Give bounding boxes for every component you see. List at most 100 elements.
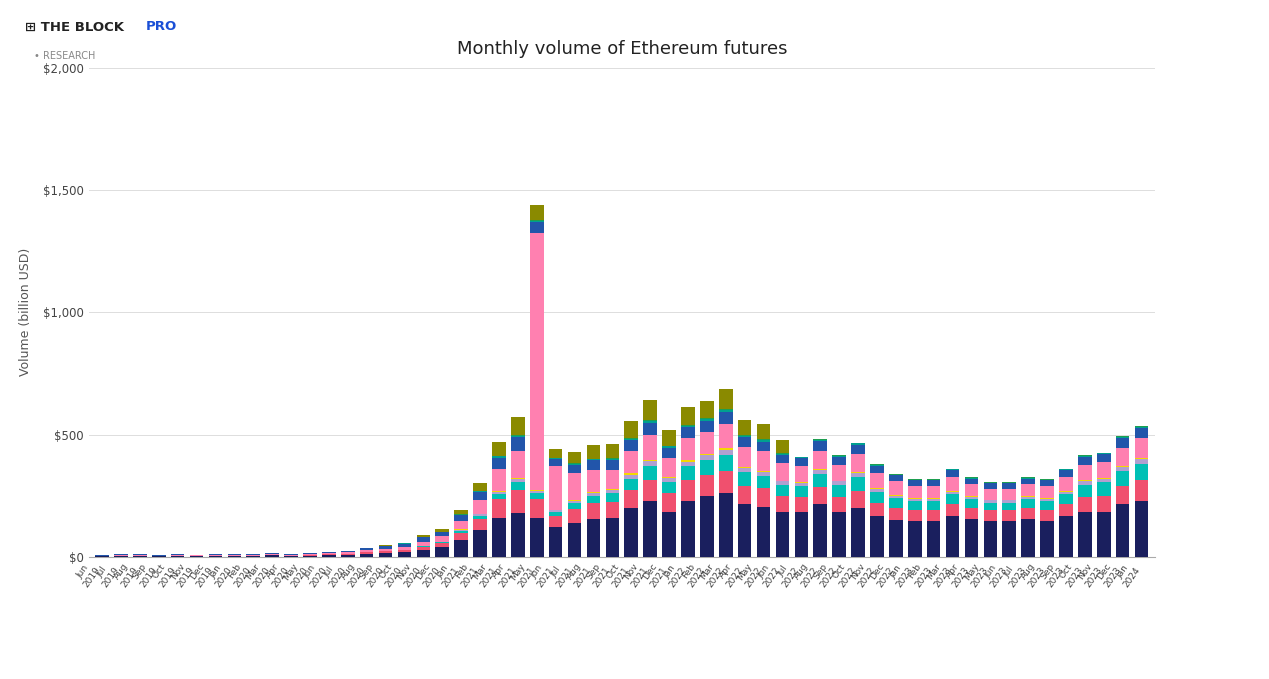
Bar [1115,467,1129,471]
Bar [1060,517,1072,557]
Bar [1115,437,1129,438]
Bar [871,492,883,503]
Bar [1096,479,1110,482]
Bar [737,435,751,436]
Bar [473,514,487,516]
Bar [662,445,676,446]
Bar [945,490,959,492]
Text: ⊞ THE BLOCK: ⊞ THE BLOCK [25,20,129,33]
Bar [567,464,581,473]
Bar [246,556,260,557]
Bar [1134,428,1148,438]
Bar [964,484,978,496]
Bar [890,498,902,508]
Bar [1115,486,1129,504]
Bar [624,441,638,452]
Bar [624,508,638,557]
Bar [1022,508,1036,519]
Bar [945,492,959,494]
Bar [756,452,770,471]
Bar [492,490,506,492]
Bar [945,469,959,471]
Bar [851,472,865,473]
Bar [586,492,600,493]
Bar [341,555,354,557]
Bar [643,480,657,500]
Bar [813,439,827,440]
Bar [737,466,751,468]
Bar [1041,486,1053,498]
Bar [1079,465,1091,480]
Bar [907,479,921,480]
Bar [871,489,883,492]
Bar [1022,499,1036,508]
Bar [813,471,827,474]
Bar [871,466,883,473]
Bar [567,509,581,523]
Bar [1134,438,1148,458]
Bar [1079,497,1091,511]
Bar [530,222,543,233]
Bar [1079,457,1091,465]
Bar [662,482,676,493]
Bar [871,503,883,517]
Bar [720,471,732,493]
Bar [700,496,713,557]
Bar [1041,501,1053,510]
Bar [1060,504,1072,517]
Bar [813,504,827,557]
Bar [1096,496,1110,511]
Bar [890,496,902,498]
Bar [907,521,921,557]
Bar [737,436,751,437]
Bar [605,444,619,458]
Bar [813,440,827,441]
Bar [720,456,732,471]
Bar [832,485,846,497]
Bar [794,511,808,557]
Bar [775,454,789,455]
Bar [454,530,468,531]
Bar [1096,482,1110,496]
Bar [964,499,978,508]
Bar [530,499,543,517]
Bar [794,486,808,497]
Bar [360,553,373,554]
Bar [832,464,846,481]
Bar [700,460,713,475]
Bar [926,521,940,557]
Bar [643,462,657,466]
Bar [662,511,676,557]
Bar [567,503,581,509]
Bar [681,500,694,557]
Bar [454,521,468,530]
Bar [605,493,619,502]
Bar [756,424,770,439]
Bar [737,486,751,504]
Bar [1134,464,1148,480]
Bar [983,483,997,489]
Bar [1079,481,1091,485]
Bar [171,556,184,557]
Bar [851,491,865,508]
Bar [890,475,902,481]
Bar [605,458,619,459]
Bar [454,533,468,540]
Bar [945,477,959,490]
Bar [511,478,524,479]
Bar [284,554,298,555]
Text: • RESEARCH: • RESEARCH [34,51,95,61]
Bar [662,477,676,478]
Bar [341,553,354,555]
Bar [681,439,694,460]
Bar [265,555,279,557]
Bar [473,513,487,514]
Bar [720,424,732,448]
Bar [832,481,846,485]
Bar [265,553,279,554]
Bar [1115,447,1129,466]
Bar [303,553,317,554]
Bar [681,407,694,425]
Bar [1079,480,1091,481]
Bar [775,455,789,463]
